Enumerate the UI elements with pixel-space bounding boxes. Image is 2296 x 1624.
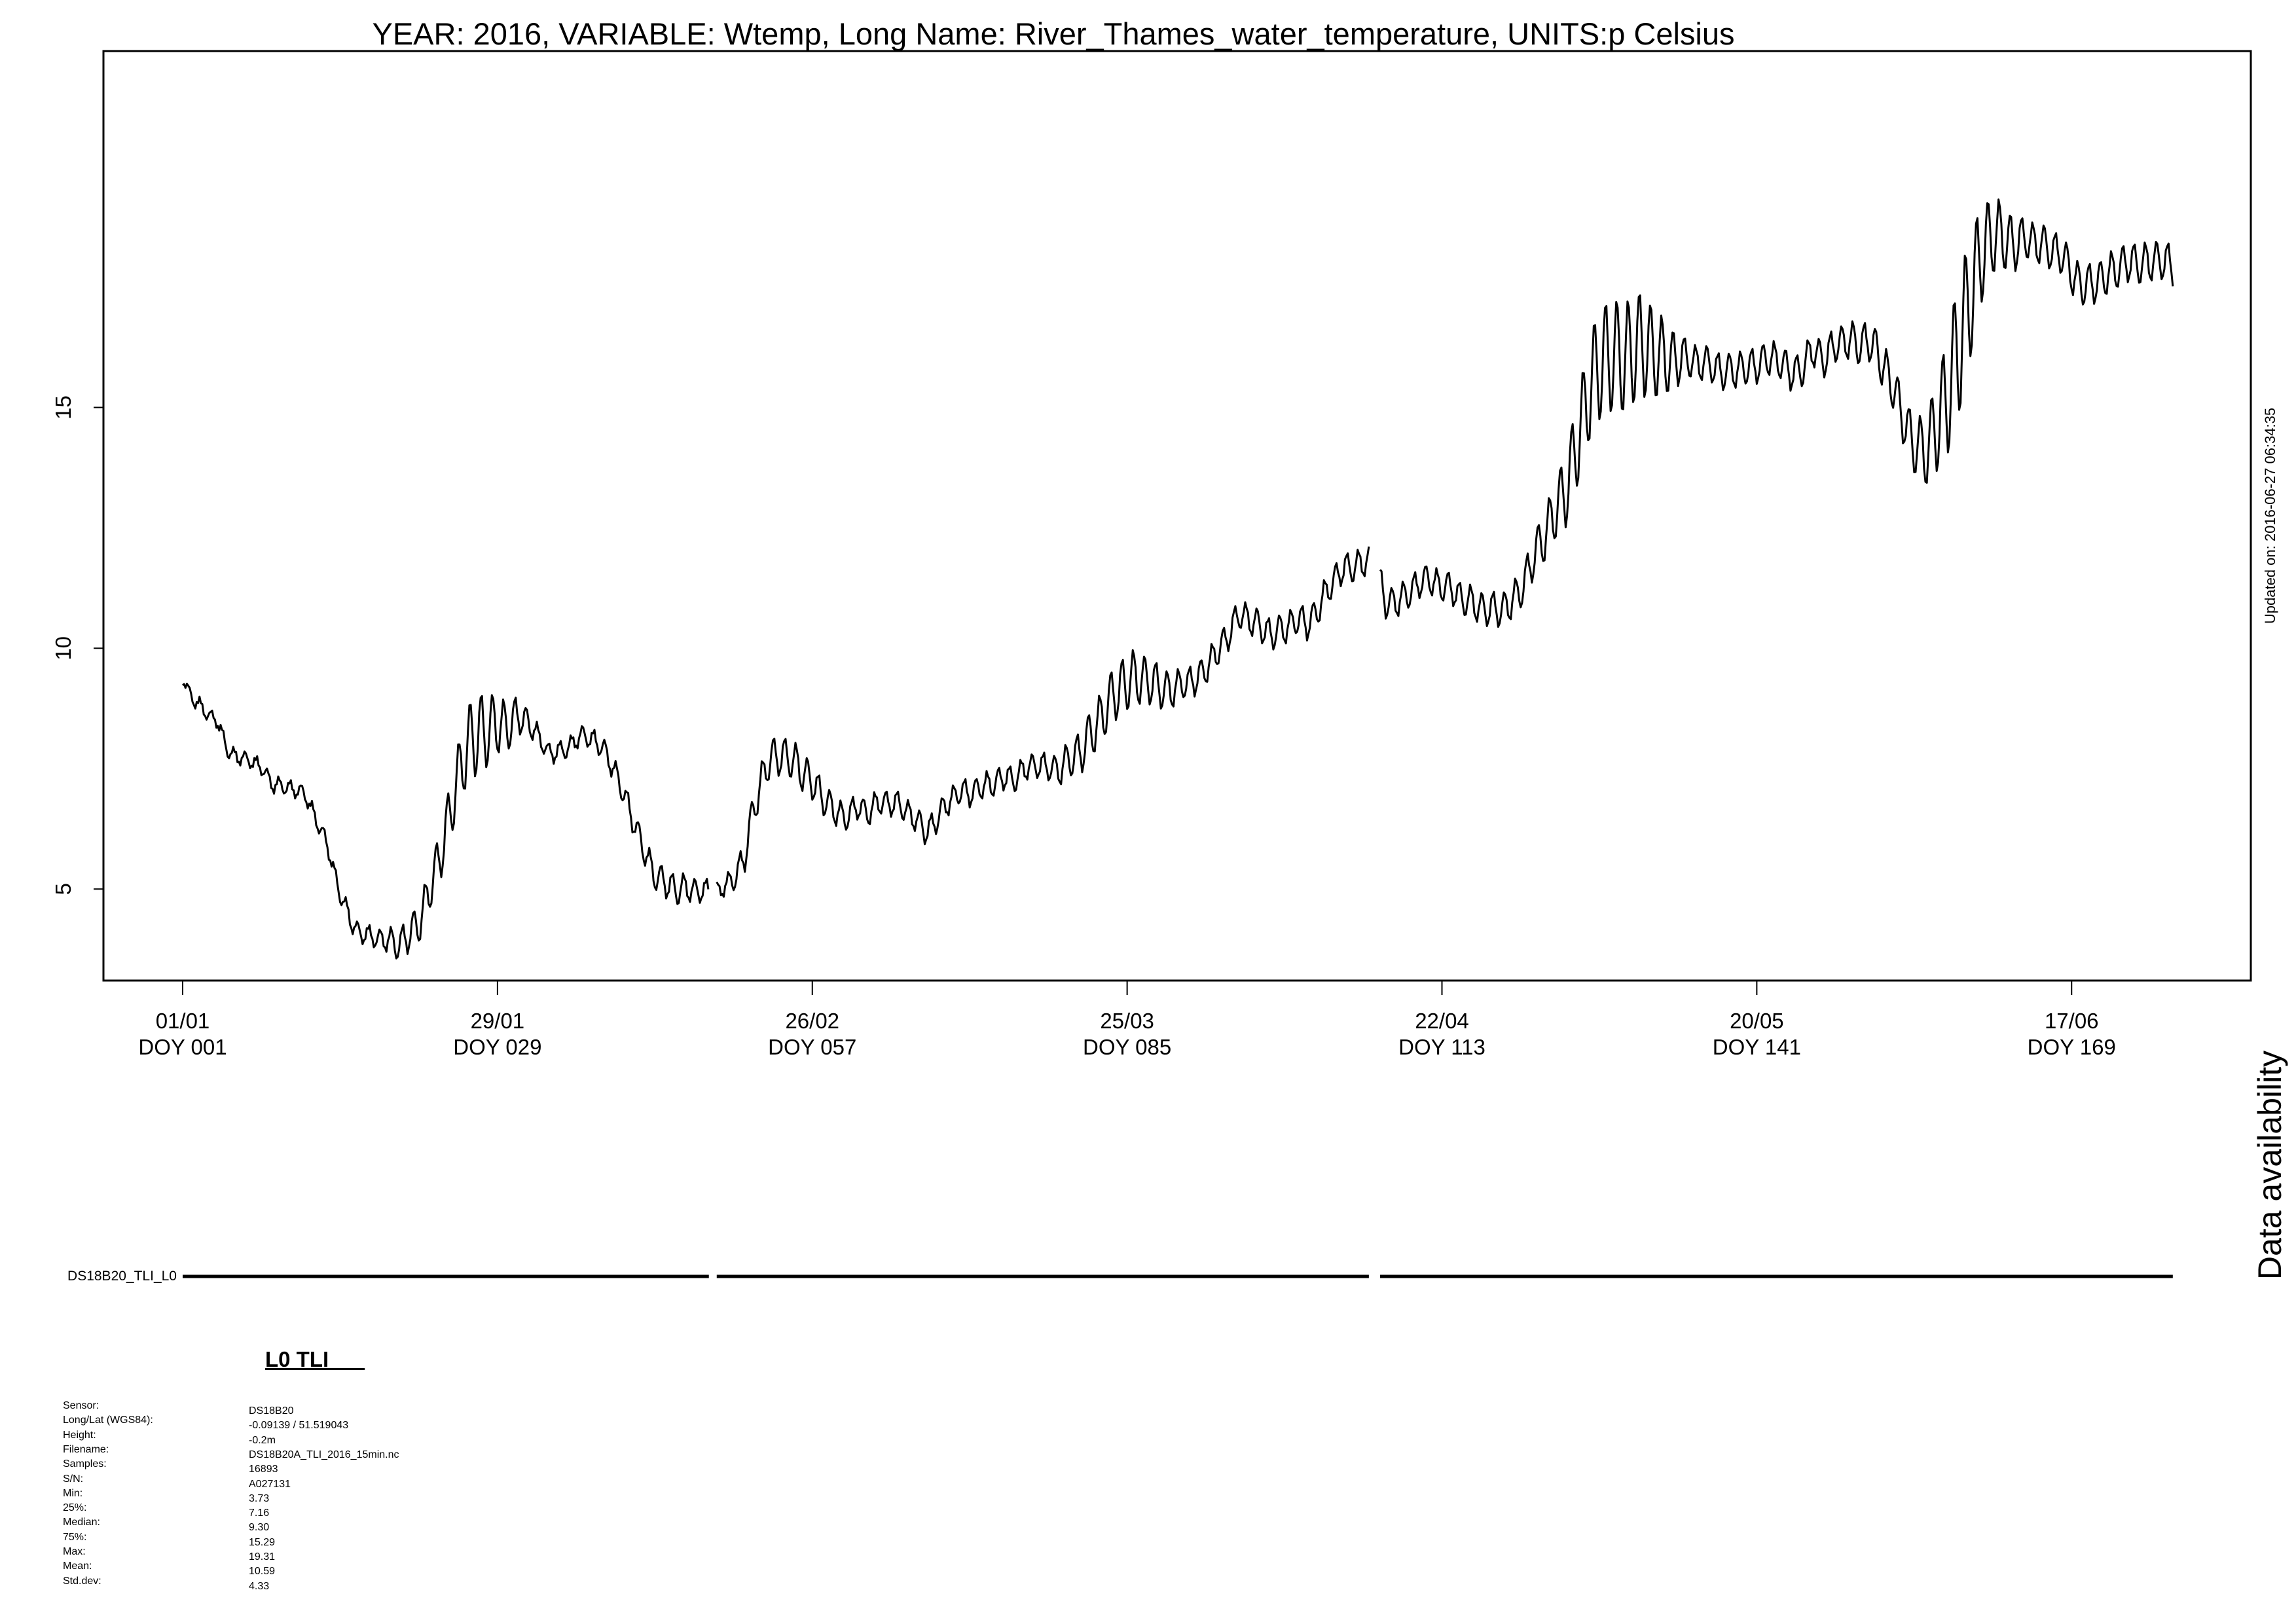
y-tick-label: 5 [51,883,75,895]
info-value: 10.59 [249,1566,276,1578]
series-line-segment [716,546,1370,898]
x-tick-date: 22/04 [1415,1009,1469,1033]
y-tick-label: 10 [51,636,75,660]
info-key: Samples: [63,1458,107,1470]
data-availability-title: Data availability [2251,1051,2288,1280]
x-tick-date: 01/01 [156,1009,210,1033]
info-value: 15.29 [249,1536,276,1548]
info-value: DS18B20A_TLI_2016_15min.nc [249,1449,399,1460]
x-tick-date: 25/03 [1100,1009,1154,1033]
chart-title: YEAR: 2016, VARIABLE: Wtemp, Long Name: … [372,16,1734,51]
updated-timestamp: Updated on: 2016-06-27 06:34:35 [2262,408,2278,624]
info-key: Median: [63,1517,100,1528]
series-line-segment [182,682,710,960]
info-key: Mean: [63,1561,92,1572]
info-key: 75%: [63,1531,87,1543]
availability-series-label: DS18B20_TLI_L0 [67,1269,177,1284]
series-water-temperature [182,198,2174,960]
info-value: 19.31 [249,1551,276,1562]
info-key: S/N: [63,1473,84,1485]
info-value: A027131 [249,1478,291,1490]
x-tick-date: 17/06 [2045,1009,2099,1033]
x-tick-doy: DOY 169 [2028,1035,2116,1059]
info-key: Max: [63,1546,86,1557]
x-tick-doy: DOY 085 [1083,1035,1171,1059]
info-value: 16893 [249,1464,278,1475]
x-tick-doy: DOY 141 [1713,1035,1801,1059]
info-key: 25%: [63,1502,87,1514]
info-key: Height: [63,1429,96,1441]
x-tick-date: 20/05 [1730,1009,1784,1033]
x-tick-doy: DOY 001 [138,1035,227,1059]
x-tick-date: 26/02 [785,1009,839,1033]
x-tick-date: 29/01 [471,1009,525,1033]
info-value: 7.16 [249,1507,270,1519]
info-key: Long/Lat (WGS84): [63,1415,153,1426]
x-tick-doy: DOY 113 [1398,1035,1485,1059]
y-axis: 5 10 15 [51,395,103,895]
y-tick-label: 15 [51,395,75,420]
info-value: -0.09139 / 51.519043 [249,1420,349,1432]
info-key: Filename: [63,1443,109,1455]
info-value: DS18B20 [249,1405,294,1416]
info-value: 3.73 [249,1492,270,1504]
info-key: Sensor: [63,1400,100,1411]
plot-frame [102,50,2252,982]
info-value: 9.30 [249,1522,270,1534]
info-value: 4.33 [249,1580,270,1592]
info-heading: L0 TLI [265,1347,365,1371]
info-key: Min: [63,1487,83,1499]
x-tick-doy: DOY 029 [453,1035,541,1059]
info-key: Std.dev: [63,1575,101,1587]
x-tick-doy: DOY 057 [768,1035,856,1059]
series-line-segment [1379,198,2174,628]
info-value: -0.2m [249,1434,276,1446]
